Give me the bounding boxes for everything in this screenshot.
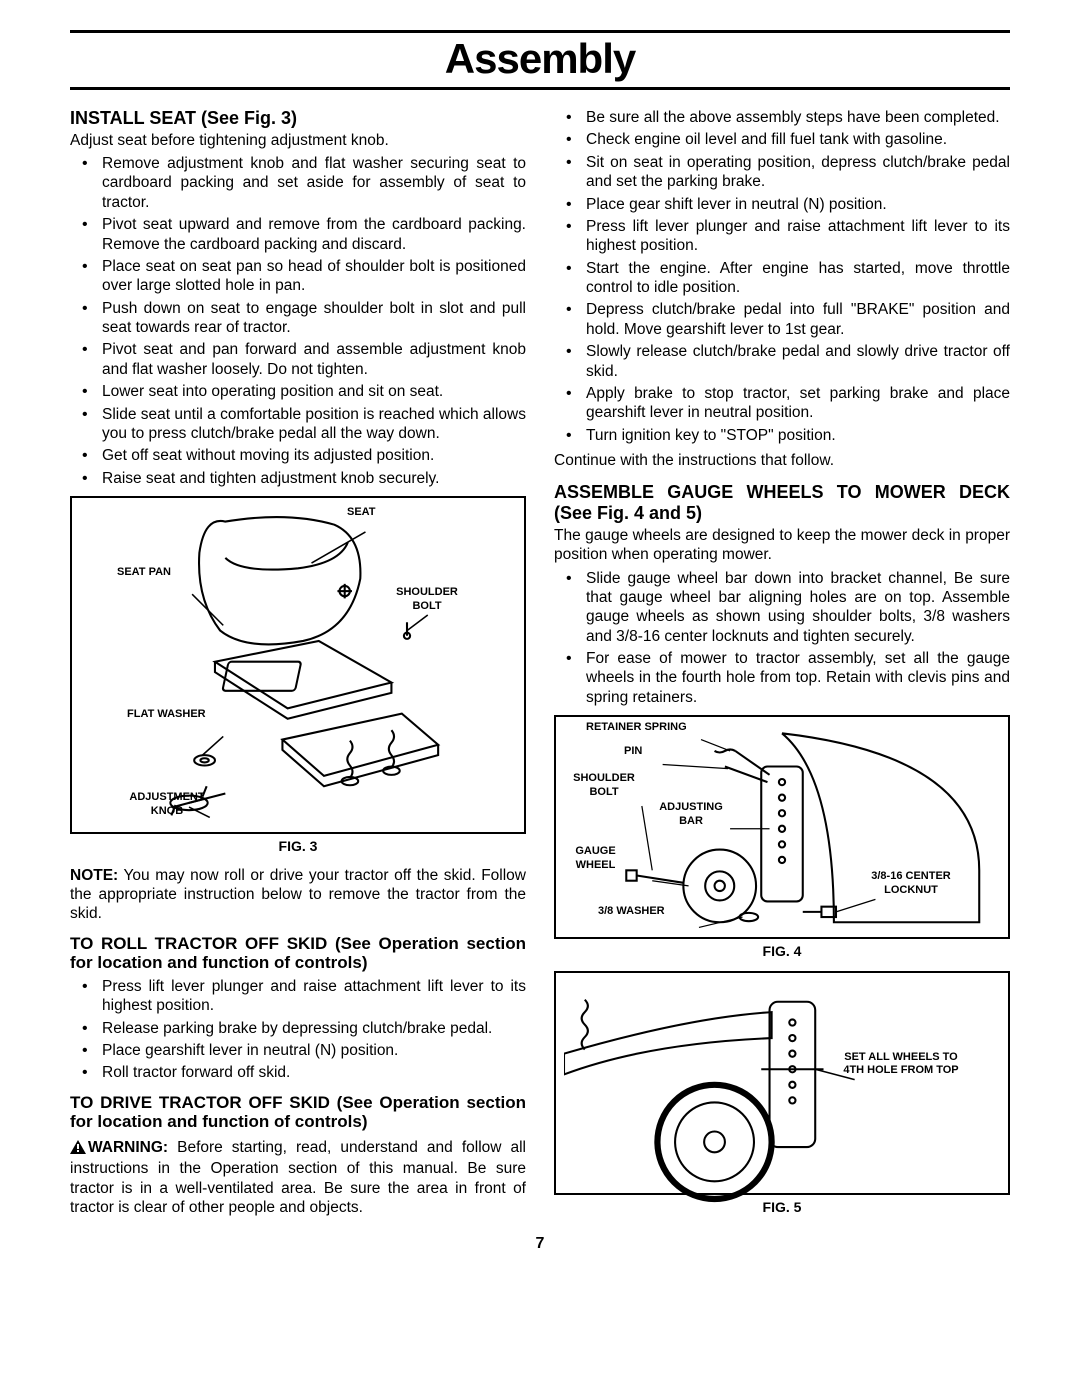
list-item: Remove adjustment knob and flat washer s… — [70, 154, 526, 212]
list-item: Slowly release clutch/brake pedal and sl… — [554, 342, 1010, 381]
fig3-label-seat-pan: SEAT PAN — [117, 566, 171, 580]
gauge-intro: The gauge wheels are designed to keep th… — [554, 526, 1010, 565]
note-paragraph: NOTE: You may now roll or drive your tra… — [70, 866, 526, 924]
figure-3-box: SEAT SEAT PAN SHOULDER BOLT FLAT WASHER … — [70, 496, 526, 834]
right-column: Be sure all the above assembly steps hav… — [554, 108, 1010, 1223]
fig3-label-adj-knob: ADJUSTMENT KNOB — [117, 791, 217, 819]
list-item: Place seat on seat pan so head of should… — [70, 257, 526, 296]
list-item: Start the engine. After engine has start… — [554, 259, 1010, 298]
list-item: Slide seat until a comfortable position … — [70, 405, 526, 444]
fig4-label-adjusting-bar: ADJUSTING BAR — [651, 801, 731, 829]
warning-label: WARNING: — [88, 1139, 168, 1156]
fig3-label-flat-washer: FLAT WASHER — [127, 708, 206, 722]
list-item: For ease of mower to tractor assembly, s… — [554, 649, 1010, 707]
list-item: Roll tractor forward off skid. — [70, 1063, 526, 1082]
fig4-label-locknut: 3/8-16 CENTER LOCKNUT — [856, 870, 966, 898]
page-number: 7 — [70, 1235, 1010, 1253]
install-seat-intro: Adjust seat before tightening adjustment… — [70, 131, 526, 150]
fig3-label-seat: SEAT — [347, 506, 376, 520]
list-item: Sit on seat in operating position, depre… — [554, 153, 1010, 192]
left-column: INSTALL SEAT (See Fig. 3) Adjust seat be… — [70, 108, 526, 1223]
fig5-label-set-wheels: SET ALL WHEELS TO 4TH HOLE FROM TOP — [836, 1051, 966, 1079]
list-item: Apply brake to stop tractor, set parking… — [554, 384, 1010, 423]
note-prefix: NOTE: — [70, 867, 118, 884]
fig4-label-shoulder-bolt: SHOULDER BOLT — [568, 772, 640, 800]
list-item: Be sure all the above assembly steps hav… — [554, 108, 1010, 127]
page-title: Assembly — [70, 35, 1010, 83]
list-item: Place gearshift lever in neutral (N) pos… — [70, 1041, 526, 1060]
list-item: Press lift lever plunger and raise attac… — [554, 217, 1010, 256]
rule-top — [70, 30, 1010, 33]
list-item: Raise seat and tighten adjustment knob s… — [70, 469, 526, 488]
list-item: Get off seat without moving its adjusted… — [70, 446, 526, 465]
list-item: Push down on seat to engage shoulder bol… — [70, 299, 526, 338]
figure-5-box: SET ALL WHEELS TO 4TH HOLE FROM TOP — [554, 971, 1010, 1195]
list-item: Release parking brake by depressing clut… — [70, 1019, 526, 1038]
heading-install-seat: INSTALL SEAT (See Fig. 3) — [70, 108, 526, 129]
rule-bottom — [70, 87, 1010, 90]
list-item: Slide gauge wheel bar down into bracket … — [554, 569, 1010, 647]
list-item: Check engine oil level and fill fuel tan… — [554, 130, 1010, 149]
figure-4-box: RETAINER SPRING PIN SHOULDER BOLT ADJUST… — [554, 715, 1010, 939]
fig4-label-pin: PIN — [624, 745, 642, 759]
gauge-list: Slide gauge wheel bar down into bracket … — [554, 569, 1010, 708]
fig4-label-gauge-wheel: GAUGE WHEEL — [568, 845, 623, 873]
list-item: Pivot seat and pan forward and assemble … — [70, 340, 526, 379]
fig4-label-washer: 3/8 WASHER — [598, 905, 665, 919]
drive-list: Be sure all the above assembly steps hav… — [554, 108, 1010, 445]
heading-roll-off-skid: TO ROLL TRACTOR OFF SKID (See Operation … — [70, 934, 526, 973]
fig4-label-retainer-spring: RETAINER SPRING — [586, 721, 687, 735]
list-item: Place gear shift lever in neutral (N) po… — [554, 195, 1010, 214]
roll-list: Press lift lever plunger and raise attac… — [70, 977, 526, 1083]
list-item: Depress clutch/brake pedal into full "BR… — [554, 300, 1010, 339]
list-item: Turn ignition key to "STOP" position. — [554, 426, 1010, 445]
figure-5-svg — [564, 981, 1000, 1204]
continue-text: Continue with the instructions that foll… — [554, 451, 1010, 470]
list-item: Pivot seat upward and remove from the ca… — [70, 215, 526, 254]
two-column-layout: INSTALL SEAT (See Fig. 3) Adjust seat be… — [70, 108, 1010, 1223]
warning-icon — [70, 1140, 86, 1159]
list-item: Press lift lever plunger and raise attac… — [70, 977, 526, 1016]
note-text: You may now roll or drive your tractor o… — [70, 867, 526, 923]
warning-paragraph: WARNING: Before starting, read, understa… — [70, 1138, 526, 1218]
heading-drive-off-skid: TO DRIVE TRACTOR OFF SKID (See Operation… — [70, 1093, 526, 1132]
fig3-label-shoulder-bolt: SHOULDER BOLT — [387, 586, 467, 614]
list-item: Lower seat into operating position and s… — [70, 382, 526, 401]
heading-gauge-wheels: ASSEMBLE GAUGE WHEELS TO MOWER DECK (See… — [554, 482, 1010, 523]
install-seat-list: Remove adjustment knob and flat washer s… — [70, 154, 526, 488]
